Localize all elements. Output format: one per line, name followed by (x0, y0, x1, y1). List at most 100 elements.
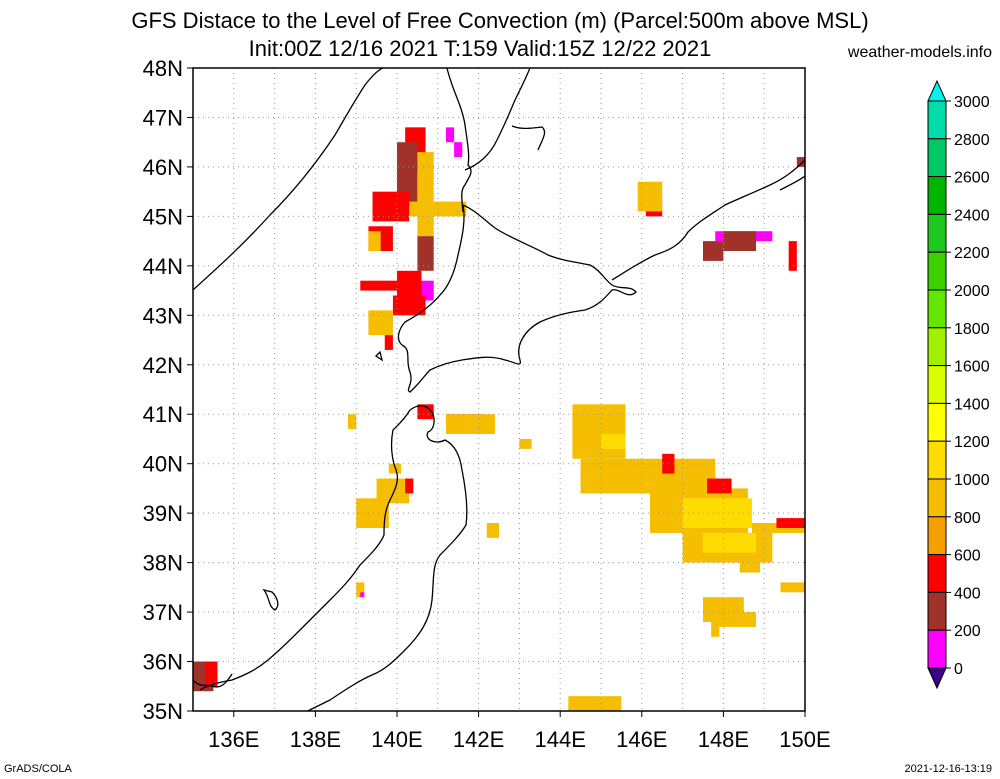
colorbar-label: 2200 (954, 245, 990, 262)
field-cell (445, 414, 495, 435)
graticule (193, 68, 805, 711)
chart-subtitle: Init:00Z 12/16 2021 T:159 Valid:15Z 12/2… (248, 36, 712, 61)
colorbar-label: 1200 (954, 434, 990, 451)
field-cell (780, 582, 805, 593)
site-credit: weather-models.info (847, 44, 992, 61)
colorbar-bottom-arrow (927, 667, 947, 690)
lon-tick-label: 142E (453, 727, 504, 752)
coastline-sakhalin (446, 68, 546, 213)
colorbar-swatch (927, 176, 947, 215)
coastline-sado (262, 588, 279, 611)
field-cell (739, 557, 761, 573)
colorbar-swatch (927, 251, 947, 291)
colorbar-swatch (927, 402, 947, 442)
lat-tick-label: 47N (143, 105, 183, 130)
field-cell (572, 404, 626, 459)
lat-tick-label: 42N (143, 353, 183, 378)
field-cell (519, 438, 532, 449)
field-cell (360, 280, 397, 291)
colorbar-label: 800 (954, 510, 981, 527)
chart-title: GFS Distace to the Level of Free Convect… (131, 8, 869, 33)
field-cell (405, 478, 414, 494)
lat-tick-label: 36N (143, 650, 183, 675)
footer-timestamp: 2021-12-16-13:19 (904, 763, 992, 775)
colorbar-label: 2600 (954, 170, 990, 187)
lat-tick-label: 37N (143, 600, 183, 625)
colorbar-top-arrow (927, 79, 947, 102)
field-cell (392, 295, 426, 316)
field-cell (601, 434, 626, 449)
colorbar-swatch (927, 100, 947, 140)
coastline-layer (193, 68, 805, 711)
field-cell (723, 231, 757, 252)
field-cell (703, 241, 724, 261)
field-cell (703, 532, 757, 553)
axis-labels: 48N 47N 46N 45N 44N 43N 42N 41N 40N 39N 38N 37N 36N 3… (143, 56, 831, 752)
field-cell (356, 582, 365, 598)
lon-tick-label: 150E (779, 727, 830, 752)
colorbar-swatch (927, 516, 947, 556)
colorbar: 3000280026002400220020001800160014001200… (927, 79, 990, 690)
field-cell (384, 335, 393, 350)
coastline-peninsula (193, 673, 233, 688)
field-cell (417, 404, 434, 420)
colorbar-swatch (927, 591, 947, 631)
coastline-mainland (193, 68, 384, 291)
coastline-kamchatka-tip (779, 175, 805, 191)
colorbar-label: 200 (954, 623, 981, 640)
colorbar-label: 1000 (954, 472, 990, 489)
colorbar-swatch (927, 138, 947, 178)
coastline-kurils (611, 159, 805, 281)
field-cell (368, 310, 393, 336)
lon-tick-label: 148E (698, 727, 749, 752)
colorbar-label: 1800 (954, 321, 990, 338)
lat-tick-label: 46N (143, 155, 183, 180)
lon-tick-label: 140E (371, 727, 422, 752)
field-cell (348, 414, 357, 430)
field-cell (580, 458, 716, 494)
lat-tick-label: 38N (143, 551, 183, 576)
colorbar-label: 0 (954, 661, 963, 678)
lon-tick-label: 144E (535, 727, 586, 752)
coastline-honshu (199, 405, 468, 711)
colorbar-label: 2800 (954, 132, 990, 149)
lat-tick-label: 40N (143, 452, 183, 477)
lat-tick-label: 43N (143, 303, 183, 328)
colorbar-swatch (927, 554, 947, 593)
colorbar-label: 1600 (954, 359, 990, 376)
field-cell (417, 152, 434, 237)
coastline-small-isle (374, 350, 384, 362)
colorbar-swatch (927, 327, 947, 367)
footer-software: GrADS/COLA (4, 763, 72, 775)
colorbar-label: 2000 (954, 283, 990, 300)
field-cell (417, 236, 434, 271)
field-cell (711, 626, 720, 637)
lon-tick-label: 146E (616, 727, 667, 752)
colorbar-swatch (927, 440, 947, 480)
colorbar-swatch (927, 629, 947, 669)
colorbar-swatch (927, 365, 947, 404)
field-cell (711, 612, 757, 627)
lat-tick-label: 35N (143, 699, 183, 724)
colorbar-label: 1400 (954, 396, 990, 413)
lat-tick-label: 44N (143, 254, 183, 279)
lat-tick-label: 45N (143, 204, 183, 229)
colorbar-label: 2400 (954, 207, 990, 224)
lat-tick-label: 41N (143, 402, 183, 427)
field-cell (205, 661, 218, 687)
field-cell (707, 478, 732, 494)
field-cell (486, 523, 499, 538)
field-cell (682, 498, 752, 528)
lon-tick-label: 138E (290, 727, 341, 752)
field-cell (788, 241, 797, 271)
field-cell (397, 142, 418, 207)
colorbar-swatch (927, 478, 947, 518)
field-cell (360, 592, 365, 598)
colorbar-swatch (927, 289, 947, 329)
field-cell (568, 696, 622, 711)
colorbar-label: 400 (954, 585, 981, 602)
lat-tick-label: 39N (143, 501, 183, 526)
coastline-hokkaido (397, 204, 637, 393)
field-cell (368, 231, 381, 252)
